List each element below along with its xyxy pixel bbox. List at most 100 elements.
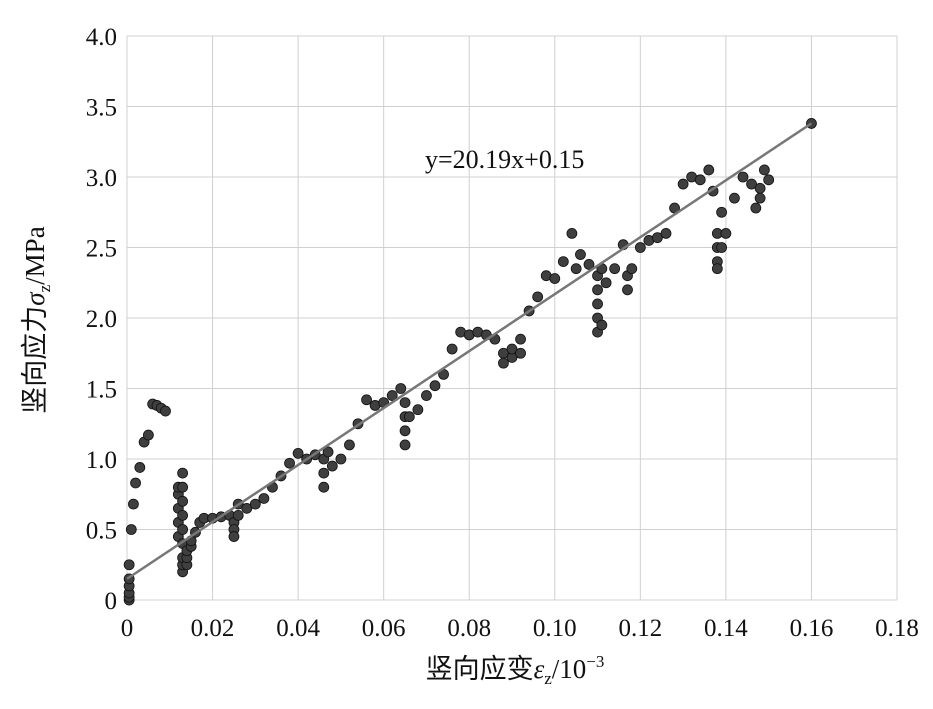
- data-point: [292, 447, 304, 459]
- data-point: [412, 404, 424, 416]
- data-point: [177, 524, 189, 535]
- data-point: [284, 457, 295, 469]
- x-label-symbol: ε: [534, 654, 545, 684]
- data-point: [758, 164, 770, 176]
- x-tick-label: 0.04: [276, 615, 320, 642]
- data-point: [746, 178, 757, 190]
- x-label-text: 竖向应变: [426, 654, 534, 684]
- y-tick-label: 0.5: [86, 518, 117, 545]
- data-point: [318, 481, 330, 493]
- trendline-equation: y=20.19x+0.15: [425, 145, 584, 174]
- y-label-symbol: σ: [20, 291, 50, 306]
- data-point: [515, 333, 526, 345]
- x-tick-label: 0.16: [790, 615, 834, 642]
- data-point: [566, 227, 578, 239]
- data-point: [258, 493, 270, 504]
- data-point: [652, 232, 663, 244]
- data-point: [694, 174, 706, 186]
- data-point: [549, 273, 561, 284]
- data-point: [498, 357, 509, 369]
- data-point: [763, 174, 775, 186]
- data-point: [386, 390, 398, 401]
- data-point: [750, 202, 762, 214]
- data-point: [134, 462, 146, 473]
- data-point: [128, 498, 139, 510]
- data-point: [596, 319, 608, 331]
- x-tick-label: 0.14: [704, 615, 748, 642]
- data-point: [660, 227, 672, 239]
- data-point: [241, 502, 253, 514]
- y-tick-label: 4.0: [86, 24, 117, 51]
- y-tick-label: 1.0: [86, 447, 117, 474]
- data-point: [557, 256, 569, 268]
- data-point: [123, 559, 135, 571]
- data-point: [361, 394, 372, 406]
- data-point: [729, 192, 740, 204]
- data-point: [429, 380, 441, 392]
- data-point: [395, 383, 407, 394]
- x-label-exponent: −3: [586, 652, 604, 671]
- data-point: [506, 343, 518, 355]
- data-point: [130, 477, 141, 489]
- x-label-unit: /10: [552, 654, 587, 684]
- data-point: [622, 284, 633, 296]
- y-tick-label: 3.5: [86, 95, 117, 122]
- data-point: [318, 467, 330, 479]
- data-point: [570, 263, 582, 275]
- data-point: [583, 259, 595, 270]
- x-tick-label: 0.02: [191, 615, 235, 642]
- y-label-unit: /MPa: [20, 226, 50, 285]
- x-axis-label: 竖向应变εz/10−3: [426, 652, 605, 688]
- data-point: [711, 263, 723, 275]
- data-point: [626, 263, 638, 275]
- data-point: [177, 510, 189, 521]
- trendline: [126, 122, 813, 580]
- data-point: [609, 263, 621, 275]
- y-tick-label: 3.0: [86, 165, 117, 192]
- data-point: [399, 425, 411, 437]
- data-point: [322, 446, 334, 458]
- data-point: [335, 453, 347, 465]
- y-tick-label: 2.5: [86, 236, 117, 263]
- y-label-text: 竖向应力: [20, 306, 50, 414]
- data-point: [326, 460, 338, 472]
- data-point: [720, 227, 732, 239]
- x-tick-label: 0.18: [875, 615, 919, 642]
- data-point: [232, 510, 244, 521]
- data-point: [532, 291, 544, 303]
- data-point: [125, 524, 137, 535]
- data-point: [592, 284, 603, 296]
- data-point: [600, 277, 612, 289]
- y-axis-label: 竖向应力σz/MPa: [20, 226, 54, 413]
- data-point: [634, 242, 646, 253]
- data-point: [754, 192, 766, 204]
- data-point: [142, 429, 154, 441]
- data-point: [716, 206, 728, 218]
- x-tick-label: 0.06: [362, 615, 406, 642]
- data-point: [421, 390, 432, 401]
- data-point: [703, 164, 715, 176]
- data-point: [399, 397, 411, 409]
- data-point: [754, 182, 766, 194]
- y-tick-label: 0: [105, 588, 118, 615]
- x-tick-label: 0.08: [447, 615, 491, 642]
- y-tick-label: 1.5: [86, 377, 117, 404]
- data-point: [177, 467, 189, 479]
- data-point: [446, 343, 458, 355]
- y-tick-label: 2.0: [86, 306, 117, 333]
- y-label-subscript: z: [35, 284, 54, 292]
- data-point: [177, 495, 189, 507]
- x-tick-label: 0: [121, 615, 134, 642]
- data-point: [249, 498, 261, 510]
- data-point: [399, 439, 411, 451]
- data-point: [575, 249, 586, 260]
- data-point: [592, 298, 603, 310]
- data-point: [737, 171, 749, 183]
- data-point: [228, 531, 240, 542]
- x-tick-label: 0.10: [533, 615, 577, 642]
- data-point: [160, 405, 171, 417]
- x-tick-label: 0.12: [618, 615, 662, 642]
- data-point: [716, 242, 728, 253]
- data-point: [677, 178, 689, 190]
